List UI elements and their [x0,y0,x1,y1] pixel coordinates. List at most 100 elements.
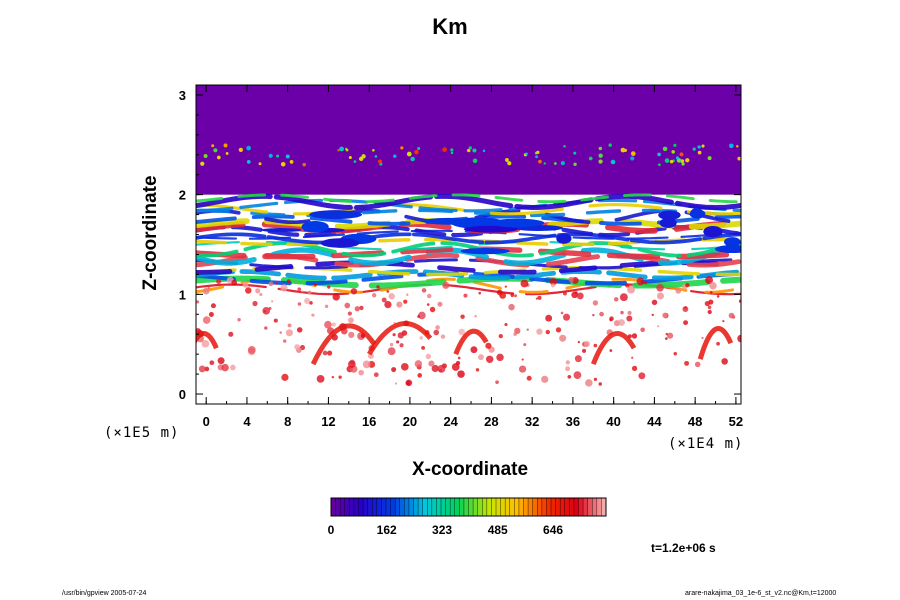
colorbar-segment [459,498,465,516]
speckle [406,151,412,157]
plume-cell [296,327,303,333]
plume-cell [537,295,542,300]
plume-cell [716,341,720,346]
colorbar-tick-label: 323 [432,523,452,537]
plume-cell [400,363,409,371]
colorbar-segment [340,498,346,516]
plume-cell [526,375,532,381]
plume-cell [627,310,632,315]
plume-cell [431,364,439,373]
turbulence-pocket [659,218,677,228]
colorbar-segment [381,498,387,516]
plume-cell [577,340,581,344]
plume-cell [704,301,710,307]
plume-cell [324,304,329,309]
plume-cell [707,305,712,310]
speckle [669,159,674,164]
plume-cell [286,279,291,283]
plume-cell [252,300,258,307]
speckle [467,148,471,153]
colorbar-segment [560,498,566,516]
x-tick-label: 8 [284,414,291,429]
plume-cell [737,334,741,343]
plume-cell [247,345,256,354]
heatmap-field [196,85,741,387]
plume-cell [275,282,278,285]
plume-cell [209,360,215,366]
x-tick-label: 52 [729,414,743,429]
colorbar-segment [372,498,378,516]
plume-cell [417,373,423,378]
plume-cell [440,334,446,339]
speckle [573,151,577,155]
colorbar-segment [349,498,355,516]
plume-cell [406,293,409,297]
plume-cell [520,279,529,288]
plume-cell [495,380,499,385]
plume-cell [358,369,364,376]
colorbar-segment [514,498,520,516]
plume-cell [457,370,465,378]
turbulence-pocket [309,210,363,220]
plume-cell [271,300,274,303]
turbulence-pocket [724,237,741,247]
plume-arc [697,326,734,360]
plume-cell [396,340,400,344]
plume-cell [504,285,507,288]
plume-cell [237,318,241,322]
turbulence-pocket [658,210,681,220]
plume-cell [609,349,613,352]
plume-cell [620,310,624,315]
plume-cell [640,327,645,333]
plume-cell [201,340,210,348]
colorbar-segment [491,498,497,516]
speckle [400,146,404,150]
colorbar-segment [367,498,373,516]
plume-cell [324,320,332,329]
plume-cell [609,318,613,322]
colorbar-segment [399,498,405,516]
speckle [658,163,661,167]
plume-cell [636,277,645,286]
speckle [482,149,486,153]
plume-cell [638,372,646,380]
turbulence-streak [196,193,741,211]
plume-cell [485,355,494,364]
plume-cell [625,283,630,288]
plume-cell [405,379,413,387]
plume-cell [545,314,553,322]
plume-cell [541,375,549,383]
plume-cell [523,343,527,347]
colorbar-tick-label: 162 [377,523,397,537]
speckle [598,159,603,164]
plume-cell [656,283,664,292]
plume-cell [359,305,364,311]
turbulence-pocket [689,209,706,219]
x-tick-label: 32 [525,414,539,429]
plot-frame [195,84,742,405]
footer-right: arare-nakajima_03_1e-6_st_v2.nc@Km,t=120… [685,590,837,597]
plume-cell [354,306,360,312]
x-axis-label: X-coordinate [411,459,529,480]
speckle [203,154,208,158]
plume-cell [643,280,648,285]
plume-cell [403,299,408,304]
x-tick-label: 24 [443,414,458,429]
turbulence-pocket [490,218,545,228]
plume-cell [694,361,701,368]
plume-cell [685,283,690,288]
plume-cell [285,329,293,337]
plume-cell [210,303,216,309]
speckle [472,148,477,153]
speckle [608,143,612,147]
y-axis-unit: (×1E5 m) [104,425,180,441]
speckle [680,159,685,163]
plume-cell [518,365,527,373]
colorbar-segment [537,498,543,516]
plume-cell [264,326,268,330]
speckle [664,158,670,163]
plume-cell [513,332,517,336]
plume-cell [657,325,660,328]
turbulence-streak [196,232,741,245]
plume-cell [419,336,424,340]
